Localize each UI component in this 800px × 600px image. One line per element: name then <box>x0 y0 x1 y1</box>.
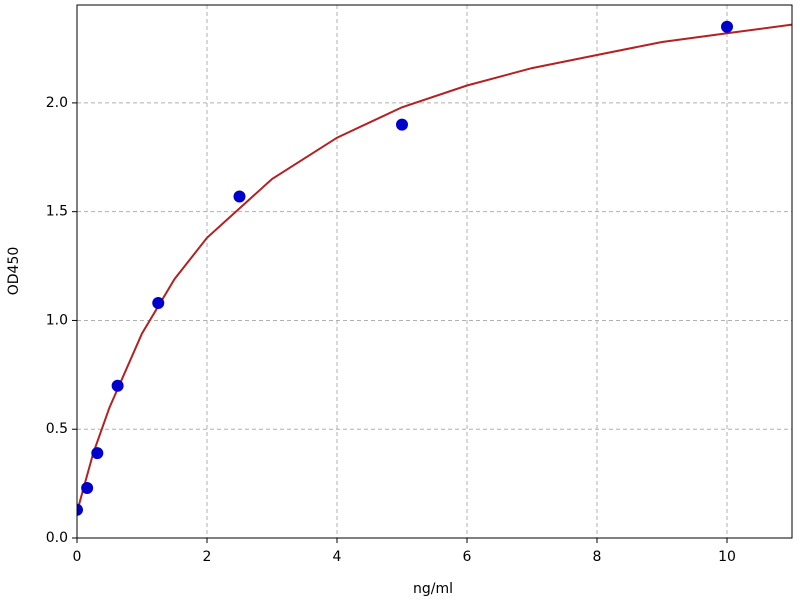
data-point <box>396 118 408 131</box>
y-tick-label: 2.0 <box>46 95 68 111</box>
x-tick-label: 6 <box>463 549 472 565</box>
data-point <box>91 447 104 460</box>
data-point <box>233 190 246 203</box>
x-tick-label: 2 <box>203 549 212 565</box>
x-axis-label: ng/ml <box>413 581 453 597</box>
y-tick-label: 0.0 <box>46 530 68 546</box>
plot-frame <box>76 4 793 539</box>
x-tick-label: 4 <box>333 549 342 565</box>
data-point <box>111 379 124 392</box>
y-tick-label: 1.5 <box>46 204 68 220</box>
x-tick-label: 0 <box>73 549 82 565</box>
data-point <box>81 481 94 494</box>
data-point <box>152 297 165 310</box>
x-tick-label: 8 <box>593 549 602 565</box>
plot-area <box>77 20 792 516</box>
y-tick-label: 0.5 <box>46 421 68 437</box>
data-point <box>721 20 733 33</box>
y-tick-label: 1.0 <box>46 312 68 328</box>
y-axis-label: OD450 <box>6 247 22 296</box>
x-tick-label: 10 <box>718 549 736 565</box>
fit-curve <box>77 23 792 513</box>
data-point <box>77 503 83 516</box>
